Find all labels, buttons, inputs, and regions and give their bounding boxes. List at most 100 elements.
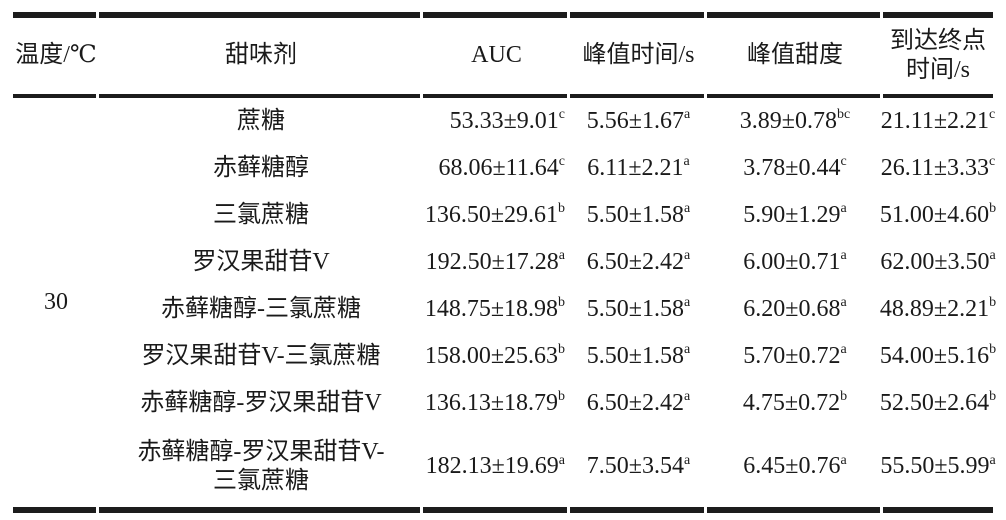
- peak-sweetness-value-text: 3.89±0.78: [739, 107, 837, 134]
- peak-time-value-text: 7.50±3.54: [586, 453, 684, 480]
- auc-value: 136.50±29.61 b: [423, 192, 570, 239]
- header-end-time: 到达终点 时间/s: [890, 27, 986, 83]
- end-time-value-text: 26.11±3.33: [880, 154, 990, 181]
- header-rule: [13, 94, 993, 98]
- rule-segment: [883, 94, 993, 98]
- rule-segment: [707, 12, 880, 18]
- rule-segment: [707, 94, 880, 98]
- end-time-value: 51.00±4.60 b: [879, 192, 996, 239]
- peak-sweetness-value: 3.78±0.44 c: [707, 145, 883, 192]
- peak-sweetness-value: 6.00±0.71 a: [707, 239, 883, 286]
- sweetener-results-table: 温度/℃ 甜味剂 AUC 峰值时间/s 峰值甜度 到达终点 时间/s 30 蔗糖…: [13, 12, 996, 513]
- auc-value-text: 192.50±17.28: [425, 248, 559, 275]
- end-time-value: 48.89±2.21 b: [879, 286, 996, 333]
- sweetener-name-text: 罗汉果甜苷V: [192, 248, 330, 275]
- rule-segment: [13, 12, 96, 18]
- auc-value: 68.06±11.64 c: [423, 145, 570, 192]
- peak-time-value: 6.50±2.42 a: [570, 380, 707, 427]
- auc-value: 182.13±19.69 a: [423, 427, 570, 507]
- sweetener-name: 罗汉果甜苷V-三氯蔗糖: [99, 333, 423, 380]
- auc-value-text: 148.75±18.98: [424, 295, 558, 322]
- sweetener-name: 赤藓糖醇-三氯蔗糖: [99, 286, 423, 333]
- end-time-value-text: 48.89±2.21: [879, 295, 990, 322]
- peak-time-value-text: 5.56±1.67: [586, 107, 684, 134]
- peak-time-value: 5.50±1.58 a: [570, 333, 707, 380]
- peak-time-value: 5.50±1.58 a: [570, 192, 707, 239]
- rule-segment: [570, 94, 704, 98]
- peak-time-value: 6.11±2.21 a: [570, 145, 707, 192]
- peak-time-value: 6.50±2.42 a: [570, 239, 707, 286]
- rule-segment: [99, 12, 420, 18]
- end-time-value: 55.50±5.99 a: [880, 427, 995, 507]
- end-time-value: 26.11±3.33 c: [880, 145, 996, 192]
- header-peak-time: 峰值时间/s: [582, 42, 695, 69]
- sweetener-name-text: 三氯蔗糖: [213, 201, 309, 228]
- peak-sweetness-value: 5.70±0.72 a: [707, 333, 883, 380]
- peak-sweetness-value-text: 5.70±0.72: [743, 342, 841, 369]
- end-time-value: 52.50±2.64 b: [879, 380, 996, 427]
- peak-time-value-text: 5.50±1.58: [586, 295, 684, 322]
- top-rule: [13, 12, 993, 18]
- rule-segment: [883, 12, 993, 18]
- rule-segment: [570, 12, 704, 18]
- end-time-value-text: 52.50±2.64: [879, 389, 990, 416]
- peak-sweetness-value-text: 3.78±0.44: [743, 154, 841, 181]
- peak-sweetness-value: 6.45±0.76 a: [707, 427, 883, 507]
- header-temperature: 温度/℃: [15, 42, 97, 69]
- auc-value-text: 136.50±29.61: [424, 201, 558, 228]
- sweetener-name: 蔗糖: [99, 98, 423, 145]
- rule-segment: [707, 507, 880, 513]
- auc-value-text: 53.33±9.01: [449, 107, 559, 134]
- auc-value: 148.75±18.98 b: [423, 286, 570, 333]
- sweetener-name-text: 赤藓糖醇-罗汉果甜苷V- 三氯蔗糖: [137, 438, 385, 494]
- peak-sweetness-value-text: 4.75±0.72: [742, 389, 841, 416]
- end-time-value: 62.00±3.50 a: [880, 239, 995, 286]
- rule-segment: [423, 12, 567, 18]
- bottom-rule: [13, 507, 993, 513]
- rule-segment: [423, 94, 567, 98]
- peak-sweetness-value-text: 6.00±0.71: [743, 248, 841, 275]
- end-time-value: 54.00±5.16 b: [879, 333, 996, 380]
- end-time-value-text: 54.00±5.16: [879, 342, 990, 369]
- peak-time-value-text: 6.50±2.42: [586, 389, 684, 416]
- peak-time-value: 5.56±1.67 a: [570, 98, 707, 145]
- auc-value: 158.00±25.63 b: [423, 333, 570, 380]
- sweetener-name-text: 蔗糖: [237, 107, 285, 134]
- end-time-value: 21.11±2.21 c: [880, 98, 996, 145]
- auc-value-text: 158.00±25.63: [424, 342, 558, 369]
- rule-segment: [13, 94, 96, 98]
- sweetener-name: 赤藓糖醇-罗汉果甜苷V- 三氯蔗糖: [99, 427, 423, 507]
- peak-time-value-text: 5.50±1.58: [586, 201, 684, 228]
- sweetener-name-text: 赤藓糖醇-罗汉果甜苷V: [140, 389, 382, 416]
- peak-sweetness-value: 6.20±0.68 a: [707, 286, 883, 333]
- peak-time-value-text: 6.11±2.21: [587, 154, 684, 181]
- sweetener-name-text: 罗汉果甜苷V-三氯蔗糖: [141, 342, 381, 369]
- sweetener-name-text: 赤藓糖醇: [213, 154, 309, 181]
- header-auc: AUC: [471, 42, 522, 69]
- end-time-value-text: 51.00±4.60: [879, 201, 990, 228]
- peak-sweetness-value: 3.89±0.78 bc: [707, 98, 883, 145]
- rule-segment: [883, 507, 993, 513]
- temperature-value: 30: [44, 288, 68, 315]
- auc-value: 192.50±17.28 a: [423, 239, 570, 286]
- rule-segment: [13, 507, 96, 513]
- auc-value: 136.13±18.79 b: [423, 380, 570, 427]
- auc-value-text: 68.06±11.64: [438, 154, 559, 181]
- peak-sweetness-value: 5.90±1.29 a: [707, 192, 883, 239]
- auc-value-text: 182.13±19.69: [425, 453, 559, 480]
- sweetener-name: 罗汉果甜苷V: [99, 239, 423, 286]
- peak-sweetness-value-text: 6.45±0.76: [743, 453, 841, 480]
- header-sweetener: 甜味剂: [225, 42, 297, 69]
- sweetener-name: 三氯蔗糖: [99, 192, 423, 239]
- sweetener-name: 赤藓糖醇-罗汉果甜苷V: [99, 380, 423, 427]
- rule-segment: [570, 507, 704, 513]
- sweetener-name: 赤藓糖醇: [99, 145, 423, 192]
- peak-time-value: 7.50±3.54 a: [570, 427, 707, 507]
- peak-time-value: 5.50±1.58 a: [570, 286, 707, 333]
- end-time-value-text: 21.11±2.21: [880, 107, 990, 134]
- auc-value: 53.33±9.01 c: [423, 98, 570, 145]
- peak-sweetness-value: 4.75±0.72 b: [707, 380, 883, 427]
- peak-sweetness-value-text: 6.20±0.68: [743, 295, 841, 322]
- peak-sweetness-value-text: 5.90±1.29: [743, 201, 841, 228]
